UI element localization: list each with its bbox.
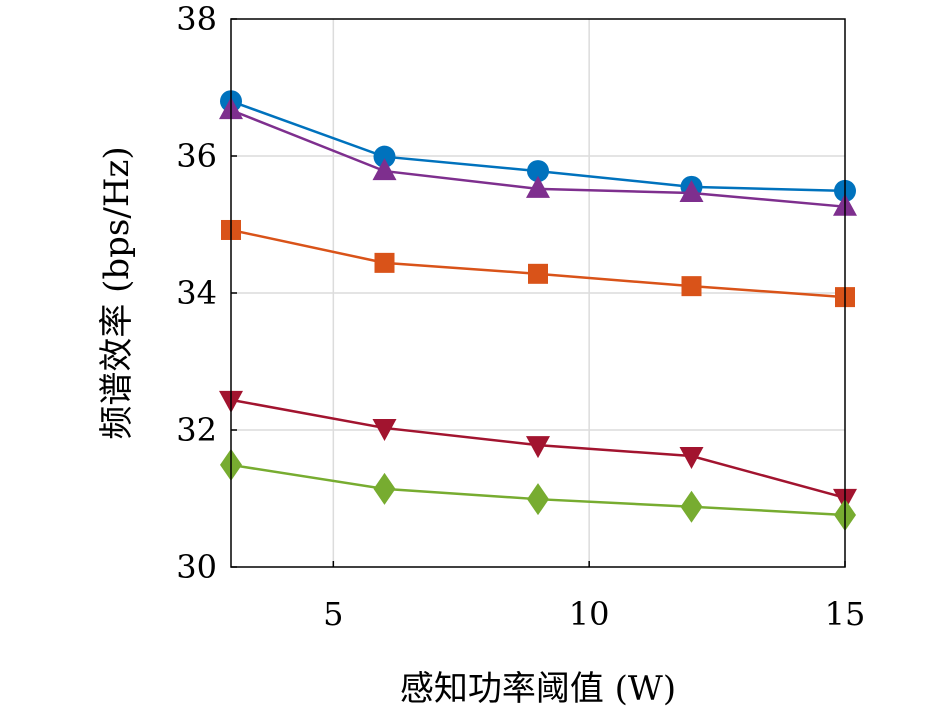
data-point-diamond [680,490,703,523]
data-point-triangle-down [679,447,704,470]
x-tick-label: 5 [323,595,343,633]
y-tick-label: 32 [176,411,217,449]
data-point-triangle-up [526,175,550,198]
data-point-circle [527,160,549,183]
x-tick-label: 10 [569,595,610,633]
y-tick-label: 36 [176,137,217,175]
data-point-square [528,263,548,284]
series-5 [220,448,856,531]
y-tick-label: 34 [176,274,217,312]
y-tick-label: 30 [176,548,217,586]
series-line [230,228,846,299]
series-3 [221,219,855,308]
data-point-diamond [373,472,396,505]
data-point-triangle-up [372,158,397,181]
series-2 [219,97,857,216]
plot-frame [230,18,846,568]
data-point-triangle-up [679,179,704,202]
y-tick-label: 38 [176,0,217,38]
y-axis-label: 频谱效率 (bps/Hz) [97,146,137,439]
data-point-diamond [527,483,549,516]
x-axis-label: 感知功率阈值 (W) [400,669,676,709]
data-point-square [374,252,395,273]
data-point-square [681,276,702,297]
x-tick-label: 15 [825,595,866,633]
data-point-triangle-down [526,436,550,459]
data-point-triangle-down [372,418,397,441]
tick-labels: 5 10 15 30 32 34 36 38 [176,0,865,633]
data-point-circle [373,145,396,168]
